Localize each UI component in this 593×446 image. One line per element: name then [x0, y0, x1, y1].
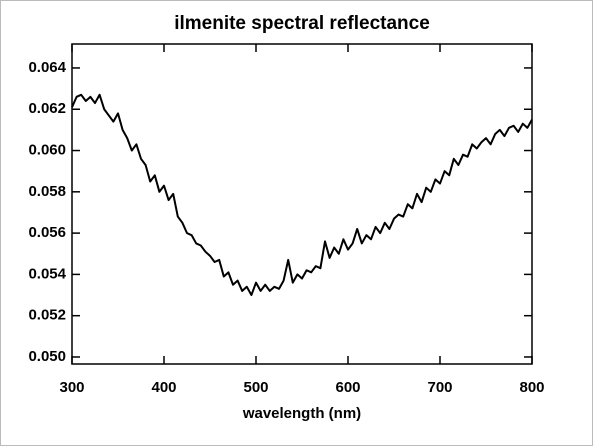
x-axis-label: wavelength (nm): [242, 405, 361, 422]
plot-border: [71, 43, 533, 365]
x-tick-label: 500: [243, 379, 268, 396]
y-tick-label: 0.054: [28, 265, 66, 282]
y-tick-label: 0.050: [28, 348, 66, 365]
y-tick-label: 0.052: [28, 307, 66, 324]
y-tick-label: 0.058: [28, 183, 66, 200]
y-tick-label: 0.056: [28, 224, 66, 241]
data-line: [71, 93, 533, 297]
y-tick-label: 0.060: [28, 141, 66, 158]
x-tick-label: 400: [151, 379, 176, 396]
x-tick-label: 700: [427, 379, 452, 396]
x-tick-label: 300: [59, 379, 84, 396]
chart-title: ilmenite spectral reflectance: [174, 13, 430, 34]
y-tick-label: 0.062: [28, 100, 66, 117]
x-tick-label: 800: [519, 379, 544, 396]
x-tick-label: 600: [335, 379, 360, 396]
y-tick-label: 0.064: [28, 59, 66, 76]
